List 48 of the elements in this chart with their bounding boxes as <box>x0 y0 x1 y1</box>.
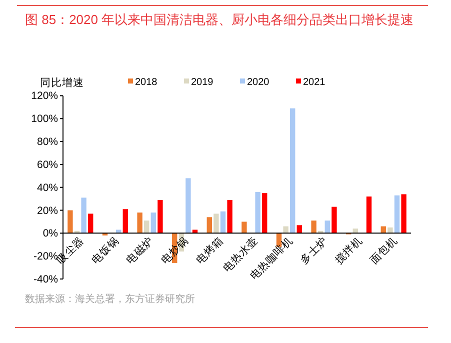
x-tick-label: 多士炉 <box>298 234 330 267</box>
bar <box>186 178 191 234</box>
y-tick-label: -20% <box>33 250 58 263</box>
bar <box>394 195 400 234</box>
bar <box>206 217 212 234</box>
bar <box>255 192 260 234</box>
bar <box>137 212 142 234</box>
bar <box>220 211 226 234</box>
bar <box>81 198 86 234</box>
bar <box>332 206 337 234</box>
x-tick-label: 搅拌机 <box>332 234 365 267</box>
bar <box>388 227 393 234</box>
bar <box>150 212 156 234</box>
bar <box>324 220 330 234</box>
bar <box>283 226 288 234</box>
bar <box>122 209 128 234</box>
bar <box>144 220 150 234</box>
bar <box>401 194 406 234</box>
bar <box>68 210 73 234</box>
bar <box>158 200 163 234</box>
chart-title: 图 85：2020 年以来中国清洁电器、厨小电各细分品类出口增长提速 <box>25 12 414 27</box>
y-tick-label: 120% <box>31 90 58 102</box>
y-tick-label: 80% <box>36 136 58 148</box>
y-axis-title: 同比增速 <box>40 76 84 89</box>
bar <box>262 193 268 234</box>
bar <box>296 225 302 234</box>
y-tick-label: 100% <box>31 113 58 126</box>
bar <box>227 200 232 234</box>
y-tick-label: -40% <box>33 274 58 286</box>
y-tick-label: 60% <box>36 158 58 171</box>
x-tick-label: 电饭锅 <box>88 234 122 267</box>
bar <box>290 108 296 234</box>
x-tick-label: 电炒锅 <box>158 234 191 267</box>
y-tick-label: 0% <box>42 228 58 240</box>
bar <box>88 214 94 234</box>
source-note: 数据来源：海关总署，东方证券研究所 <box>25 293 195 305</box>
legend-label: 2020 <box>247 77 270 88</box>
legend-label: 2018 <box>135 77 158 88</box>
y-tick-label: 40% <box>36 182 58 194</box>
bar <box>214 214 219 234</box>
x-tick-label: 面包机 <box>368 234 400 267</box>
bar <box>311 220 316 234</box>
y-tick-label: 20% <box>36 204 58 217</box>
bar <box>366 196 372 234</box>
legend-label: 2019 <box>191 77 214 88</box>
x-tick-label: 电磁炉 <box>124 234 156 267</box>
bar <box>242 222 247 234</box>
legend-label: 2021 <box>303 77 326 88</box>
